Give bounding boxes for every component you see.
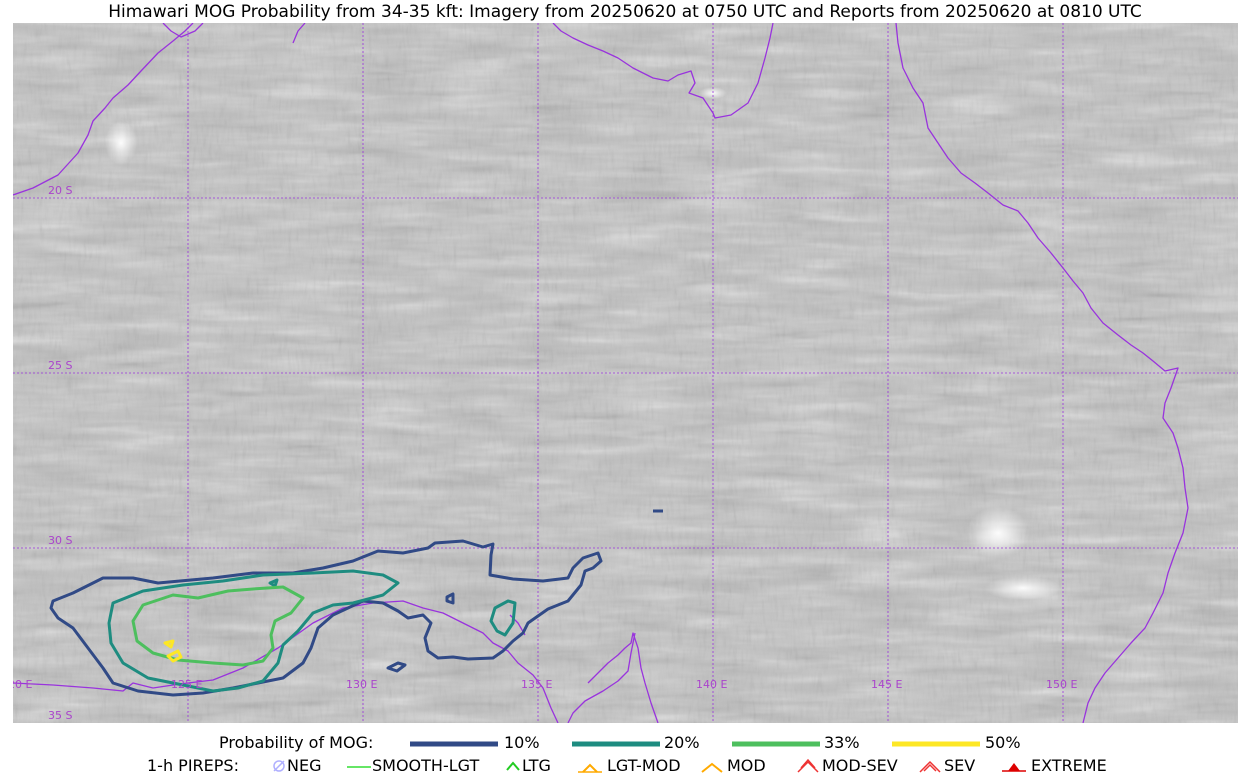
lat-label: 20 S <box>48 184 72 197</box>
pirep-lgt-mod-label: LGT-MOD <box>607 756 681 775</box>
lon-label: 145 E <box>871 678 902 691</box>
contour-10pct <box>386 661 407 673</box>
swatch-10pct <box>410 741 498 747</box>
coastline <box>13 23 1189 723</box>
pirep-sev-label: SEV <box>944 756 976 775</box>
lon-label: 140 E <box>696 678 727 691</box>
lon-label: 150 E <box>1046 678 1077 691</box>
lon-label: 125 E <box>171 678 202 691</box>
smooth-lgt-line-icon <box>347 766 371 768</box>
graticule <box>13 23 1238 723</box>
mog-contours <box>49 509 663 697</box>
lat-label: 35 S <box>48 709 72 722</box>
swatch-20pct <box>572 741 660 747</box>
contour-20pct <box>268 578 279 588</box>
mod-chevron-icon <box>701 762 723 773</box>
mod-sev-chevron-icon <box>797 758 819 773</box>
legend-pireps: 1-h PIREPS: NEG SMOOTH-LGT LTG LGT-MOD M… <box>0 756 1250 776</box>
ltg-chevron-icon <box>506 761 520 771</box>
lon-label: 120 E <box>13 678 32 691</box>
pirep-smooth-lgt-label: SMOOTH-LGT <box>372 756 480 775</box>
lat-label: 25 S <box>48 359 72 372</box>
map-title: Himawari MOG Probability from 34-35 kft:… <box>108 2 1142 22</box>
lon-label: 135 E <box>521 678 552 691</box>
legend-33pct-label: 33% <box>824 733 860 752</box>
legend-probability-label: Probability of MOG: <box>219 733 374 752</box>
legend-10pct-label: 10% <box>504 733 540 752</box>
sev-chevron-icon <box>919 760 941 773</box>
legend-pireps-label: 1-h PIREPS: <box>147 756 239 775</box>
swatch-50pct <box>892 741 980 747</box>
pirep-mod-sev-label: MOD-SEV <box>822 756 898 775</box>
legend-20pct-label: 20% <box>664 733 700 752</box>
map-panel: 20 S 25 S 30 S 35 S 120 E 125 E 130 E 13… <box>13 23 1238 723</box>
legend-probability: Probability of MOG: 10% 20% 33% 50% <box>0 733 1250 753</box>
lgt-mod-chevron-icon <box>578 763 602 773</box>
neg-icon <box>273 760 285 772</box>
lon-label: 130 E <box>346 678 377 691</box>
cloud-cluster <box>105 121 137 165</box>
pirep-extreme-label: EXTREME <box>1031 756 1107 775</box>
legend-50pct-label: 50% <box>985 733 1021 752</box>
extreme-chevron-icon <box>1002 763 1026 772</box>
contour-10pct <box>445 592 455 605</box>
lat-label: 30 S <box>48 534 72 547</box>
cloud-cluster <box>985 576 1061 600</box>
cloud-cluster <box>966 507 1030 559</box>
swatch-33pct <box>732 741 820 747</box>
contour-50pct <box>163 639 183 663</box>
contour-20pct <box>489 599 517 637</box>
pirep-mod-label: MOD <box>727 756 766 775</box>
contour-33pct <box>131 585 305 667</box>
pirep-neg-label: NEG <box>287 756 322 775</box>
contour-20pct <box>107 569 400 693</box>
pirep-ltg-label: LTG <box>522 756 551 775</box>
